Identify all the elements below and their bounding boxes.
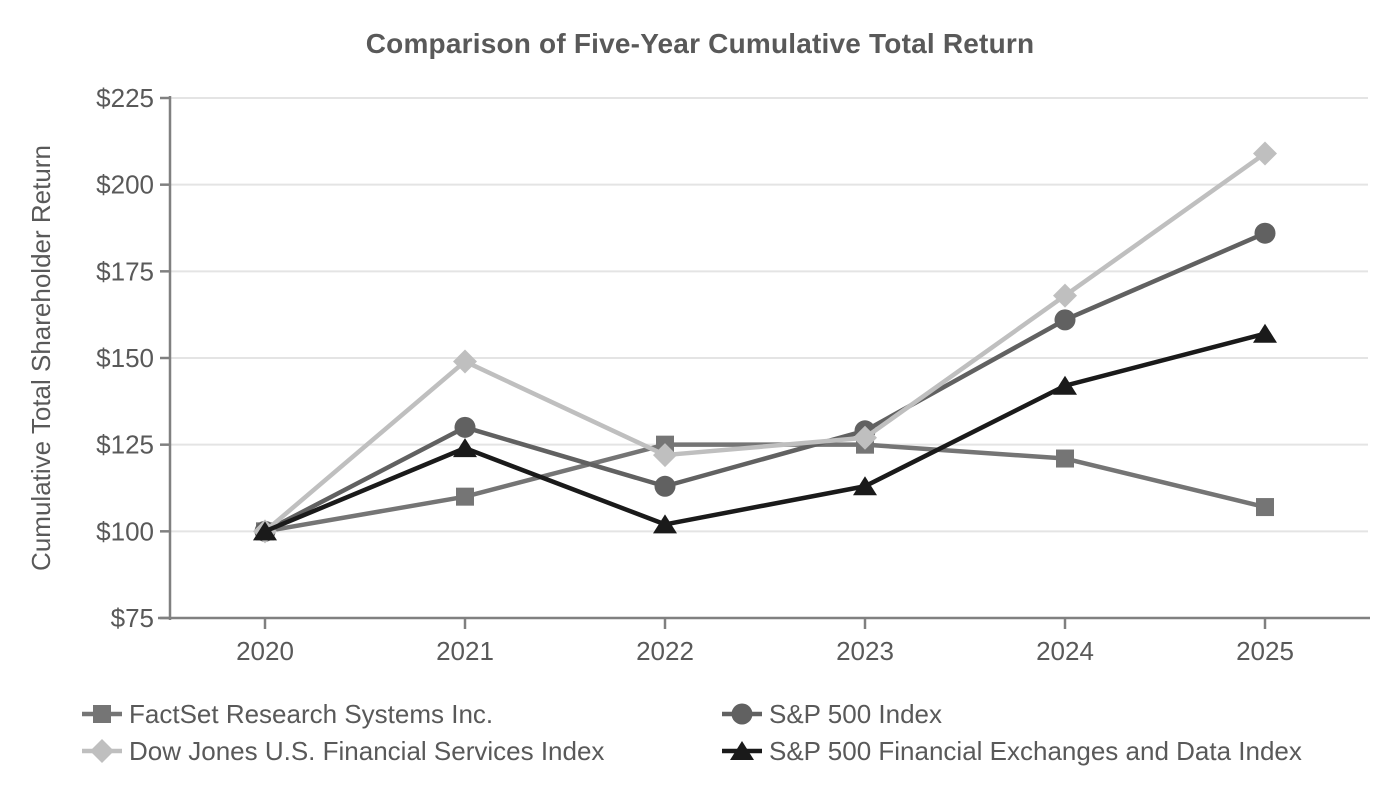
axes: $75 $100 $125 $150 $175 $200 $225 2020 2021 2022 2… bbox=[96, 83, 1370, 666]
legend-label: S&P 500 Index bbox=[769, 698, 942, 729]
data-point-triangle bbox=[1253, 323, 1277, 343]
y-tick-label: $125 bbox=[96, 430, 154, 460]
data-point-triangle bbox=[253, 521, 277, 541]
y-tick-label: $75 bbox=[111, 603, 154, 633]
series-line-2 bbox=[262, 151, 1268, 534]
y-tick-label: $150 bbox=[96, 343, 154, 373]
legend-label: S&P 500 Financial Exchanges and Data Ind… bbox=[769, 735, 1302, 766]
data-point-square bbox=[1256, 498, 1274, 517]
data-point-triangle bbox=[853, 476, 877, 496]
x-tick-label: 2023 bbox=[836, 636, 894, 666]
data-point-diamond bbox=[1053, 283, 1077, 308]
legend-item-0: FactSet Research Systems Inc. bbox=[82, 698, 722, 729]
legend-item-3: S&P 500 Financial Exchanges and Data Ind… bbox=[722, 735, 1302, 766]
data-point-triangle bbox=[453, 438, 477, 458]
series-diamond bbox=[253, 141, 1277, 544]
x-tick-label: 2025 bbox=[1236, 636, 1294, 666]
y-tick-label: $100 bbox=[96, 516, 154, 546]
legend-diamond-icon bbox=[82, 739, 122, 763]
gridlines bbox=[170, 97, 1368, 533]
data-point-square bbox=[456, 487, 474, 506]
legend-marker bbox=[730, 741, 754, 760]
legend-label: FactSet Research Systems Inc. bbox=[129, 698, 494, 729]
legend-square-icon bbox=[82, 705, 122, 723]
legend-item-2: Dow Jones U.S. Financial Services Index bbox=[82, 735, 722, 766]
data-point-diamond bbox=[453, 349, 477, 374]
legend-label: Dow Jones U.S. Financial Services Index bbox=[129, 735, 605, 766]
legend-circle-icon bbox=[722, 703, 762, 725]
data-point-circle bbox=[454, 416, 476, 438]
data-point-circle bbox=[654, 475, 676, 497]
data-point-square bbox=[1056, 449, 1074, 468]
chart-legend: FactSet Research Systems Inc. S&P 500 Ind… bbox=[82, 698, 1302, 766]
series-triangle bbox=[253, 323, 1277, 541]
y-axis-title: Cumulative Total Shareholder Return bbox=[26, 145, 56, 571]
chart-title: Comparison of Five-Year Cumulative Total… bbox=[365, 28, 1035, 59]
series-square bbox=[256, 435, 1274, 541]
legend-item-1: S&P 500 Index bbox=[722, 698, 1302, 729]
x-tick-label: 2024 bbox=[1036, 636, 1094, 666]
series-line-3 bbox=[262, 331, 1268, 534]
y-tick-label: $200 bbox=[96, 170, 154, 200]
data-point-circle bbox=[1054, 309, 1076, 331]
series-line-1 bbox=[262, 230, 1268, 534]
data-point-triangle bbox=[1053, 375, 1077, 395]
legend-marker bbox=[93, 705, 111, 723]
x-tick-label: 2022 bbox=[636, 636, 694, 666]
data-point-triangle bbox=[653, 514, 677, 534]
data-point-diamond bbox=[1253, 141, 1277, 166]
data-point-diamond bbox=[853, 425, 877, 450]
data-point-diamond bbox=[653, 443, 677, 468]
data-point-circle bbox=[1254, 222, 1276, 244]
legend-marker bbox=[90, 739, 114, 763]
legend-triangle-icon bbox=[722, 741, 762, 760]
x-tick-label: 2020 bbox=[236, 636, 294, 666]
legend-marker bbox=[731, 703, 753, 725]
y-tick-label: $175 bbox=[96, 256, 154, 286]
y-tick-label: $225 bbox=[96, 83, 154, 113]
x-tick-label: 2021 bbox=[436, 636, 494, 666]
